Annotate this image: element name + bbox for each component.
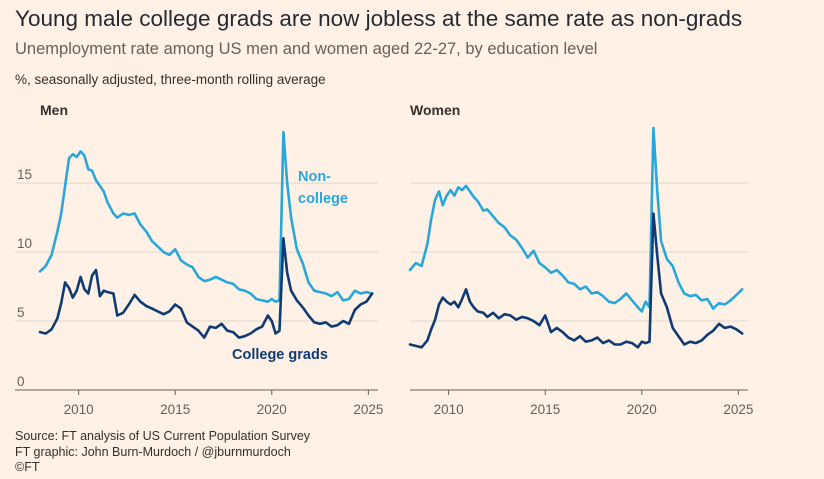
series-line-non-college-women (408, 126, 744, 313)
panel-title-men: Men (40, 102, 68, 118)
x-tick-label: 2015 (160, 402, 190, 417)
series-line-college-grads-men (38, 237, 374, 339)
x-tick-label: 2020 (627, 402, 657, 417)
x-tick-label: 2015 (530, 402, 560, 417)
panel-title-women: Women (410, 102, 460, 118)
y-tick-label: 15 (17, 167, 32, 182)
unit-note: %, seasonally adjusted, three-month roll… (15, 72, 326, 87)
y-tick-label: 5 (17, 305, 25, 320)
x-tick-label: 2025 (353, 402, 383, 417)
series-label-college-grads: College grads (232, 347, 328, 363)
series-line-college-grads-women (408, 212, 744, 349)
chart-canvas: Men 0 5 10 15 2010 2015 2020 2025 Non-college Coll… (15, 102, 753, 417)
x-tick-label: 2025 (723, 402, 753, 417)
graphic-credit: FT graphic: John Burn-Murdoch / @jburnmu… (15, 444, 291, 459)
chart-subtitle: Unemployment rate among US men and women… (15, 40, 598, 58)
x-tick-label: 2010 (434, 402, 464, 417)
footer: Source: FT analysis of US Current Popula… (15, 429, 310, 476)
panel-men: Men 0 5 10 15 2010 2015 2020 2025 Non-college Coll… (15, 102, 383, 417)
y-tick-label: 10 (17, 236, 32, 251)
series-line-non-college-men (38, 130, 374, 303)
x-tick-label: 2010 (64, 402, 94, 417)
source-note: Source: FT analysis of US Current Popula… (15, 429, 311, 443)
copyright: ©FT (15, 460, 40, 474)
y-tick-label: 0 (17, 374, 25, 389)
series-label-non-college: college (298, 191, 348, 207)
panel-women: Women 2010 2015 2020 2025 (408, 102, 753, 417)
chart-title: Young male college grads are now jobless… (15, 6, 743, 31)
series-label-non-college: Non- (298, 169, 331, 185)
x-tick-label: 2020 (257, 402, 287, 417)
